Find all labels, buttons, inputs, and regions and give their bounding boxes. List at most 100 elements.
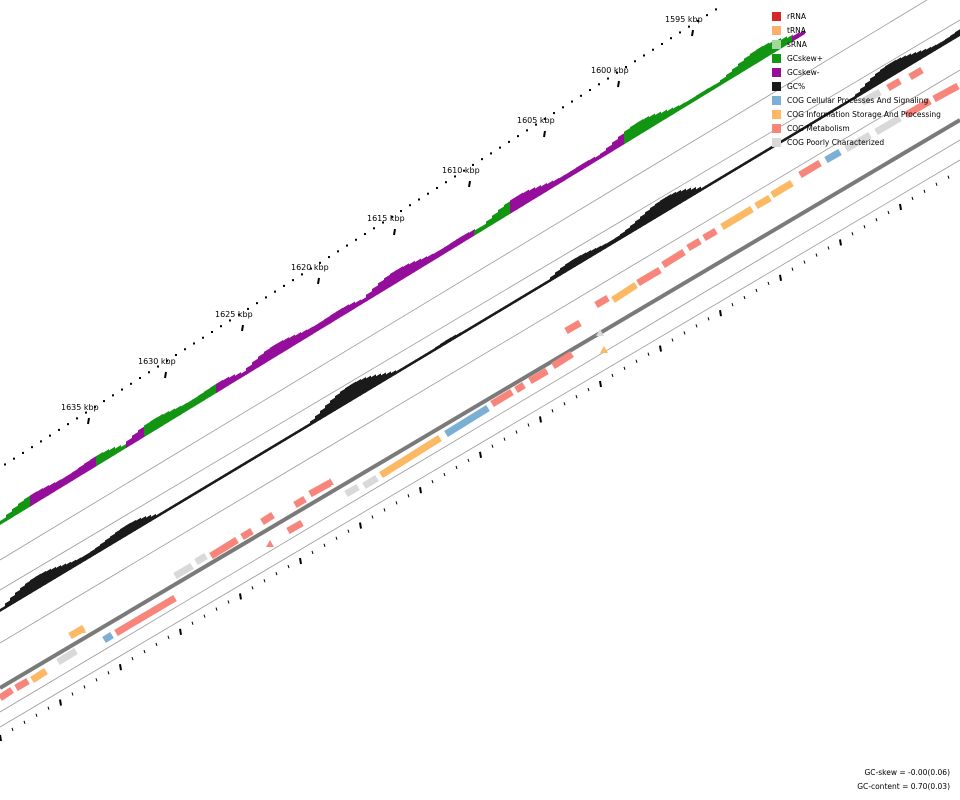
gc-content-bar xyxy=(305,422,311,429)
gc-skew-bar xyxy=(696,91,703,101)
minor-tick xyxy=(607,77,609,80)
gc-skew-bar xyxy=(780,36,787,50)
gc-content-bar xyxy=(70,559,76,571)
legend-swatch xyxy=(772,39,781,49)
inner-tick xyxy=(779,274,782,281)
gc-skew-bar xyxy=(282,337,289,353)
gc-content-bar xyxy=(420,353,426,360)
gc-skew-bar xyxy=(264,347,271,364)
gene-marker xyxy=(326,478,334,485)
gc-skew-bar xyxy=(354,299,361,310)
gc-content-bar xyxy=(805,122,811,129)
gc-content-bar xyxy=(910,51,916,66)
gc-skew-bar xyxy=(714,80,721,90)
gc-skew-bar xyxy=(546,180,553,192)
inner-tick xyxy=(491,444,494,448)
gc-skew-bar xyxy=(636,119,643,138)
gc-content-bar xyxy=(100,540,106,553)
gene-arrow xyxy=(874,114,902,136)
kbp-label: 1600 kbp xyxy=(591,66,629,75)
inner-tick xyxy=(935,182,938,186)
gc-skew-bar xyxy=(642,115,649,134)
gene-arrow xyxy=(194,552,208,566)
gc-content-bar xyxy=(500,305,506,312)
legend-swatch xyxy=(772,137,781,147)
gc-content-bar xyxy=(675,189,681,207)
major-tick xyxy=(468,180,471,188)
gc-skew-bar xyxy=(42,485,49,500)
minor-tick xyxy=(121,388,123,391)
inner-tick xyxy=(431,479,434,484)
gc-content-bar xyxy=(135,517,141,531)
gc-skew-bar xyxy=(744,54,751,72)
gc-content-bar xyxy=(170,503,176,510)
minor-tick xyxy=(13,457,15,460)
gc-content-bar xyxy=(370,374,376,391)
gene-arrow xyxy=(702,227,718,242)
legend-label: COG Cellular Processes And Signaling xyxy=(787,95,929,105)
gc-content-bar xyxy=(685,187,691,201)
minor-tick xyxy=(247,307,249,310)
gc-skew-bar xyxy=(510,196,517,214)
kbp-scale: 1595 kbp 1600 kbp 1605 kbp 1610 kbp 1615 kbp… xyxy=(4,8,717,466)
legend-swatch xyxy=(772,109,781,119)
minor-tick xyxy=(634,60,636,63)
gc-content-bar xyxy=(900,55,906,72)
minor-tick xyxy=(184,348,186,351)
gene-arrow xyxy=(528,367,549,385)
gene-arrow xyxy=(908,66,924,81)
minor-tick xyxy=(463,169,465,172)
minor-tick xyxy=(535,123,537,126)
inner-tick xyxy=(203,614,206,618)
minor-tick xyxy=(364,233,366,236)
gc-content-stat: GC-content = 0.70(0.03) xyxy=(857,782,950,791)
gc-skew-bar xyxy=(156,413,163,430)
gc-skew-bar xyxy=(150,417,157,434)
gc-skew-bar xyxy=(390,269,397,288)
gc-content-bar xyxy=(925,46,931,58)
gc-skew-bar xyxy=(558,174,565,185)
inner-tick xyxy=(107,671,110,675)
gc-content-bar xyxy=(870,75,876,90)
inner-tick xyxy=(251,586,254,590)
gc-content-bar xyxy=(295,428,301,435)
gene-arrow xyxy=(720,205,754,231)
inner-tick xyxy=(563,402,566,406)
minor-tick xyxy=(490,152,492,155)
gc-content-bar xyxy=(220,473,226,480)
gc-content-bar xyxy=(95,544,101,556)
minor-tick xyxy=(553,112,555,115)
gc-skew-bar xyxy=(414,258,421,273)
minor-tick xyxy=(499,146,501,149)
major-tick xyxy=(317,277,320,285)
inner-tick xyxy=(371,515,374,519)
gc-skew-track xyxy=(0,29,805,525)
gc-skew-bar xyxy=(186,399,193,412)
gc-skew-bar xyxy=(306,326,313,339)
gc-content-bar xyxy=(570,257,576,271)
gc-skew-bar xyxy=(198,391,205,405)
gc-skew-bar xyxy=(792,32,799,42)
gc-content-bar xyxy=(60,563,66,577)
gc-skew-bar xyxy=(456,235,463,247)
legend-item-trna: tRNA xyxy=(772,23,941,37)
gc-skew-bar xyxy=(180,402,187,416)
gene-arrow xyxy=(102,632,114,643)
minor-tick xyxy=(391,215,393,218)
inner-tick xyxy=(335,536,338,540)
gc-content-bar xyxy=(720,173,726,181)
inner-tick xyxy=(359,522,362,529)
inner-tick xyxy=(239,593,242,600)
gc-content-bar xyxy=(430,347,436,354)
gc-skew-bar xyxy=(30,491,37,507)
gc-skew-bar xyxy=(576,163,583,174)
inner-tick xyxy=(263,579,266,583)
gc-content-bar xyxy=(745,158,751,166)
gc-content-bar xyxy=(585,250,591,261)
minor-tick xyxy=(562,106,564,109)
gc-content-bar xyxy=(760,149,766,157)
major-tick xyxy=(393,228,396,236)
gc-content-bar xyxy=(835,104,841,112)
gc-skew-bar xyxy=(684,98,691,108)
gene-arrow xyxy=(240,527,254,541)
